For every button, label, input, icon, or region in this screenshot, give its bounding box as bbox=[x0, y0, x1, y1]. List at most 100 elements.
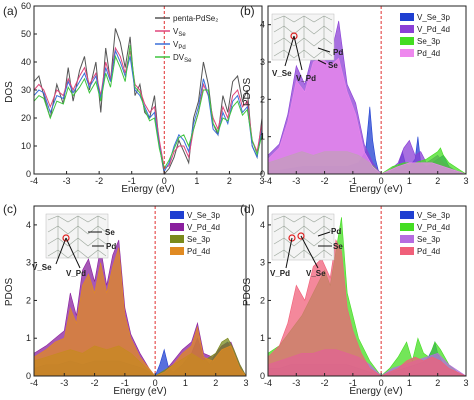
y-tick-label-a-4: 40 bbox=[21, 57, 31, 67]
y-tick-label-d-3: 3 bbox=[260, 258, 265, 268]
y-tick-label-b-1: 1 bbox=[260, 132, 265, 142]
vacancy-marker-c bbox=[62, 234, 70, 242]
x-tick-label-a-4: 0 bbox=[162, 176, 167, 186]
legend-label-c-1: V_Pd_4d bbox=[187, 223, 220, 232]
x-tick-label-d-2: -2 bbox=[321, 378, 329, 388]
y-tick-label-d-0: 0 bbox=[260, 371, 265, 381]
series-area-d-3 bbox=[267, 239, 467, 377]
y-tick-label-a-3: 30 bbox=[21, 85, 31, 95]
x-tick-label-c-7: 3 bbox=[243, 378, 248, 388]
x-tick-label-d-6: 2 bbox=[435, 378, 440, 388]
plot-frame-a bbox=[33, 5, 263, 175]
x-tick-label-b-7: 3 bbox=[463, 176, 468, 186]
lattice-inset-d: Pd Se V_Pd V_Se bbox=[270, 213, 343, 278]
annotation-vse-c: V_Se bbox=[32, 263, 52, 272]
x-tick-label-b-2: -2 bbox=[321, 176, 329, 186]
y-axis-label-d: PDOS bbox=[242, 278, 253, 307]
y-tick-label-c-3: 3 bbox=[26, 258, 31, 268]
legend-label-a-0: penta-PdSe₂ bbox=[173, 14, 218, 23]
legend-a: penta-PdSe₂ VSe VPd DVSe bbox=[155, 14, 218, 64]
x-tick-label-a-5: 1 bbox=[194, 176, 199, 186]
legend-label-a-3-main: DV bbox=[173, 53, 185, 62]
y-tick-label-d-1: 1 bbox=[260, 333, 265, 343]
annotation-arrows-c bbox=[55, 231, 104, 269]
y-axis-label-c: PDOS bbox=[4, 278, 15, 307]
legend-swatch-d-3 bbox=[400, 247, 414, 255]
plot-frame-d bbox=[267, 205, 467, 377]
x-axis-label-c: Energy (eV) bbox=[113, 386, 166, 397]
lattice-inset-bg-b bbox=[271, 13, 335, 61]
y-tick-label-d-2: 2 bbox=[260, 295, 265, 305]
series-line-a-3 bbox=[33, 45, 263, 170]
y-tick-label-b-0: 0 bbox=[260, 169, 265, 179]
y-axis-label-a: DOS bbox=[4, 81, 15, 103]
panel-a: (a) DOS Energy (eV) penta-PdSe₂ VSe VPd … bbox=[3, 4, 218, 195]
x-tick-label-d-5: 1 bbox=[407, 378, 412, 388]
legend-label-b-1: V_Pd_4d bbox=[417, 25, 450, 34]
legend-label-a-1-sub: Se bbox=[178, 32, 186, 38]
y-tick-label-a-6: 60 bbox=[21, 1, 31, 11]
series-line-a-2 bbox=[33, 49, 263, 173]
annotation-vpd-b: V_Pd bbox=[296, 74, 316, 83]
x-tick-label-a-6: 2 bbox=[227, 176, 232, 186]
legend-b: V_Se_3p V_Pd_4d Se_3p Pd_4d bbox=[400, 13, 450, 58]
legend-label-b-0: V_Se_3p bbox=[417, 13, 450, 22]
panel-label-d: (d) bbox=[240, 202, 255, 216]
annotation-pd-d: Pd bbox=[331, 227, 341, 236]
x-tick-label-b-1: -3 bbox=[292, 176, 300, 186]
y-tick-label-a-5: 50 bbox=[21, 29, 31, 39]
panel-label-b: (b) bbox=[240, 4, 255, 18]
lattice-inset-b: Pd Se V_Se V_Pd bbox=[271, 13, 343, 83]
legend-swatch-c-0 bbox=[170, 211, 184, 219]
legend-swatch-b-3 bbox=[400, 49, 414, 57]
legend-label-d-3: Pd_4d bbox=[417, 247, 440, 256]
y-axis-label-b: PDOS bbox=[242, 78, 253, 107]
x-tick-label-a-2: -2 bbox=[95, 176, 103, 186]
legend-label-a-1-main: V bbox=[173, 27, 179, 36]
annotation-se-b: Se bbox=[328, 61, 338, 70]
legend-swatch-b-0 bbox=[400, 13, 414, 21]
y-tick-label-c-2: 2 bbox=[26, 295, 31, 305]
legend-swatch-d-0 bbox=[400, 211, 414, 219]
y-tick-label-d-4: 4 bbox=[260, 220, 265, 230]
y-tick-label-b-4: 4 bbox=[260, 20, 265, 30]
y-tick-label-a-2: 20 bbox=[21, 113, 31, 123]
x-tick-label-a-1: -3 bbox=[63, 176, 71, 186]
annotation-pd-b: Pd bbox=[333, 48, 343, 57]
x-axis-label-d: Energy (eV) bbox=[349, 386, 402, 397]
legend-swatch-d-2 bbox=[400, 235, 414, 243]
x-tick-label-b-3: -1 bbox=[349, 176, 357, 186]
legend-label-a-3: DVSe bbox=[173, 53, 192, 64]
legend-label-d-2: Se_3p bbox=[417, 235, 441, 244]
annotation-vse-b: V_Se bbox=[272, 69, 292, 78]
lattice-lines-d bbox=[273, 215, 333, 259]
plot-area-d: -4 -3 -2 -1 0 1 2 3 0 1 2 3 4 bbox=[260, 205, 469, 388]
plot-frame-c bbox=[33, 205, 247, 377]
legend-label-a-2-sub: Pd bbox=[178, 45, 185, 51]
x-axis-label-b: Energy (eV) bbox=[349, 184, 402, 195]
x-tick-label-a-0: -4 bbox=[30, 176, 38, 186]
legend-swatch-c-2 bbox=[170, 235, 184, 243]
x-tick-label-b-4: 0 bbox=[379, 176, 384, 186]
x-tick-label-d-1: -3 bbox=[292, 378, 300, 388]
y-tick-label-b-3: 3 bbox=[260, 57, 265, 67]
x-tick-label-b-0: -4 bbox=[264, 176, 272, 186]
legend-label-c-2: Se_3p bbox=[187, 235, 211, 244]
x-tick-label-c-0: -4 bbox=[30, 378, 38, 388]
x-tick-label-c-2: -2 bbox=[91, 378, 99, 388]
panel-c: (c) PDOS Energy (eV) Se Pd V_Se V_Pd V_S… bbox=[3, 202, 220, 397]
lattice-inset-bg-d bbox=[271, 213, 335, 261]
vacancy-marker-b bbox=[290, 32, 298, 40]
legend-label-c-0: V_Se_3p bbox=[187, 211, 220, 220]
panel-label-c: (c) bbox=[3, 202, 17, 216]
legend-swatch-b-2 bbox=[400, 37, 414, 45]
annotation-vse-d: V_Se bbox=[306, 269, 326, 278]
y-tick-label-c-1: 1 bbox=[26, 333, 31, 343]
legend-swatch-b-1 bbox=[400, 25, 414, 33]
y-tick-label-b-2: 2 bbox=[260, 94, 265, 104]
x-tick-label-a-3: -1 bbox=[128, 176, 136, 186]
series-area-b-3 bbox=[267, 57, 467, 175]
annotation-pd-c: Pd bbox=[106, 242, 116, 251]
legend-swatch-d-1 bbox=[400, 223, 414, 231]
